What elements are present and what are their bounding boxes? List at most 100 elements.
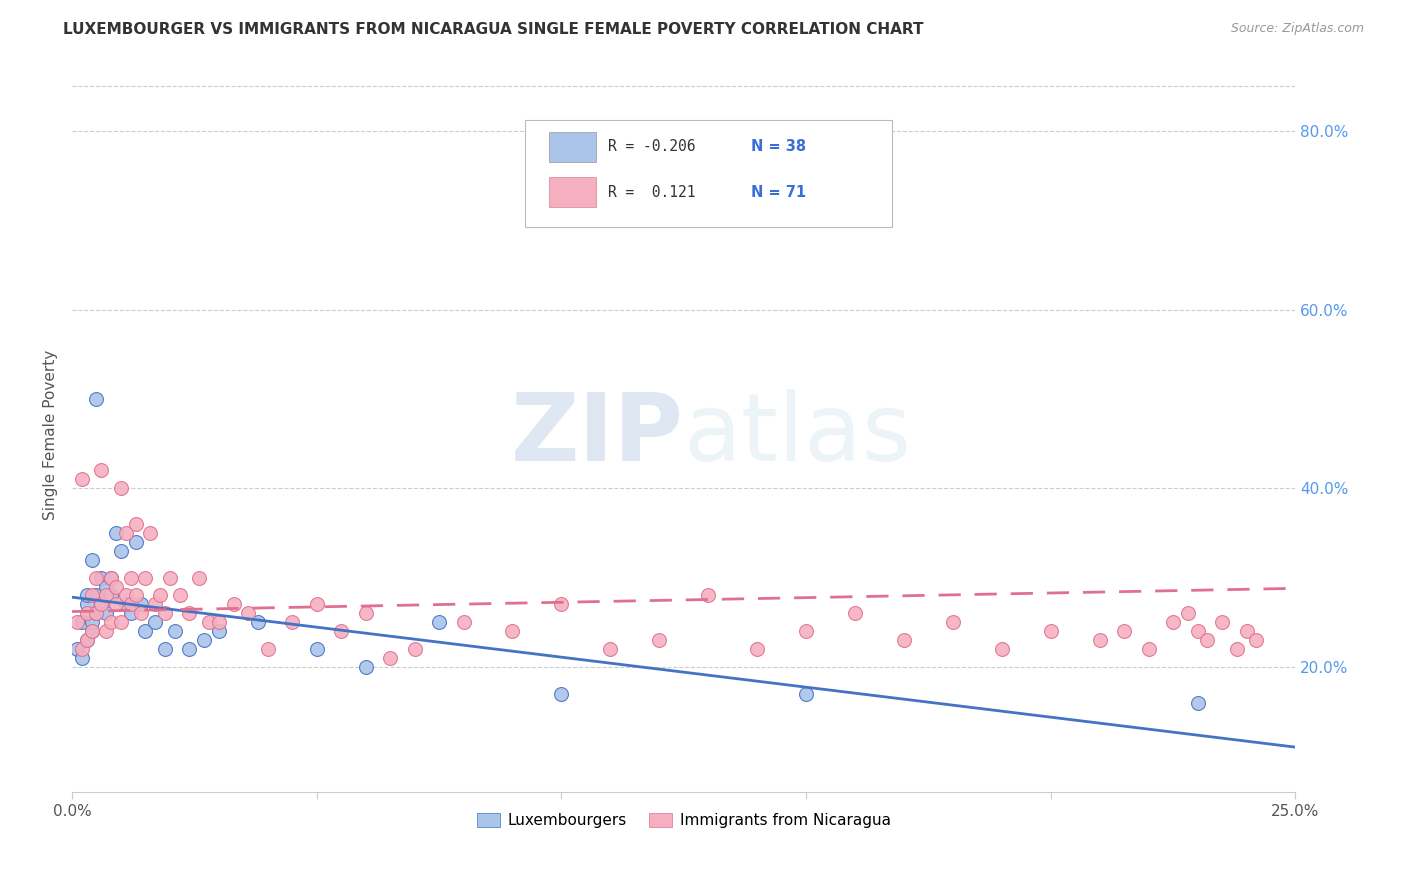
Point	[96, 624, 118, 639]
Point	[354, 607, 377, 621]
Point	[238, 607, 260, 621]
Point	[550, 687, 572, 701]
Point	[105, 525, 128, 540]
Point	[942, 615, 965, 630]
Point	[1177, 607, 1199, 621]
Text: ZIP: ZIP	[510, 389, 683, 481]
Point	[80, 624, 103, 639]
Point	[1187, 624, 1209, 639]
Point	[80, 615, 103, 630]
Point	[115, 598, 138, 612]
Point	[90, 598, 112, 612]
Text: R = -0.206: R = -0.206	[607, 139, 696, 154]
Point	[159, 571, 181, 585]
Text: Source: ZipAtlas.com: Source: ZipAtlas.com	[1230, 22, 1364, 36]
FancyBboxPatch shape	[550, 132, 596, 161]
Point	[794, 687, 817, 701]
Point	[246, 615, 269, 630]
Point	[134, 624, 156, 639]
Point	[198, 615, 221, 630]
Point	[100, 615, 122, 630]
Point	[110, 543, 132, 558]
Point	[305, 598, 328, 612]
Point	[1236, 624, 1258, 639]
Point	[1088, 633, 1111, 648]
Point	[149, 589, 172, 603]
Point	[1226, 642, 1249, 657]
Text: R =  0.121: R = 0.121	[607, 185, 696, 200]
Point	[90, 571, 112, 585]
Point	[90, 598, 112, 612]
Point	[66, 615, 89, 630]
Point	[76, 633, 98, 648]
Point	[86, 607, 108, 621]
Point	[648, 633, 671, 648]
Text: N = 71: N = 71	[751, 185, 806, 200]
Point	[70, 472, 93, 486]
Point	[1211, 615, 1233, 630]
Point	[1114, 624, 1136, 639]
Point	[105, 580, 128, 594]
Point	[501, 624, 523, 639]
Point	[991, 642, 1014, 657]
Point	[80, 553, 103, 567]
Point	[747, 642, 769, 657]
Point	[70, 642, 93, 657]
Point	[153, 642, 176, 657]
Point	[188, 571, 211, 585]
Point	[105, 598, 128, 612]
Point	[115, 525, 138, 540]
Point	[1246, 633, 1268, 648]
Point	[76, 607, 98, 621]
Point	[86, 571, 108, 585]
Point	[330, 624, 353, 639]
Text: N = 38: N = 38	[751, 139, 806, 154]
Point	[404, 642, 426, 657]
Point	[80, 624, 103, 639]
Point	[305, 642, 328, 657]
Text: atlas: atlas	[683, 389, 912, 481]
Point	[179, 607, 201, 621]
Point	[100, 571, 122, 585]
FancyBboxPatch shape	[524, 120, 891, 227]
Point	[100, 589, 122, 603]
Point	[86, 392, 108, 406]
Point	[208, 624, 231, 639]
Point	[139, 525, 162, 540]
Point	[70, 615, 93, 630]
Point	[453, 615, 475, 630]
Point	[110, 481, 132, 495]
Point	[550, 598, 572, 612]
Point	[115, 589, 138, 603]
Point	[86, 589, 108, 603]
Point	[76, 633, 98, 648]
Point	[1137, 642, 1160, 657]
Point	[1161, 615, 1184, 630]
Point	[120, 571, 142, 585]
Point	[120, 598, 142, 612]
Point	[129, 607, 152, 621]
FancyBboxPatch shape	[550, 178, 596, 208]
Point	[96, 589, 118, 603]
Point	[90, 463, 112, 477]
Point	[163, 624, 186, 639]
Point	[100, 571, 122, 585]
Point	[1197, 633, 1219, 648]
Point	[76, 598, 98, 612]
Point	[76, 589, 98, 603]
Point	[110, 615, 132, 630]
Point	[893, 633, 915, 648]
Point	[66, 642, 89, 657]
Point	[134, 571, 156, 585]
Point	[844, 607, 866, 621]
Point	[124, 589, 146, 603]
Point	[80, 589, 103, 603]
Y-axis label: Single Female Poverty: Single Female Poverty	[44, 350, 58, 520]
Point	[120, 607, 142, 621]
Point	[697, 589, 720, 603]
Point	[143, 615, 166, 630]
Point	[1039, 624, 1062, 639]
Point	[70, 651, 93, 665]
Point	[169, 589, 191, 603]
Point	[193, 633, 215, 648]
